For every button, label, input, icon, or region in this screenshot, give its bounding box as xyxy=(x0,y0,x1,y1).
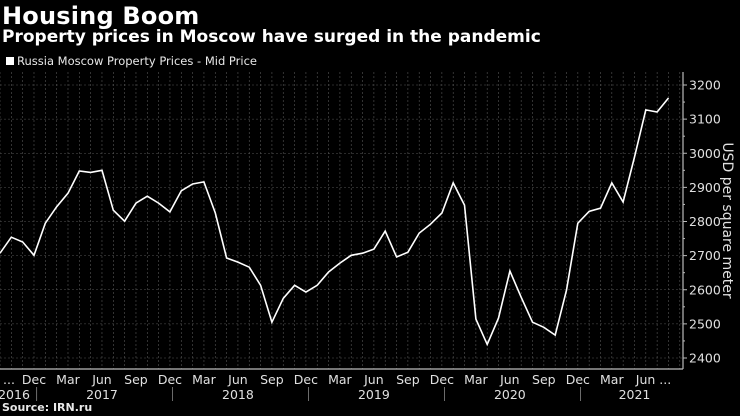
x-tick-label: Sep xyxy=(532,372,556,387)
x-tick-label: Mar xyxy=(56,372,80,387)
legend-label: Russia Moscow Property Prices - Mid Pric… xyxy=(17,54,257,68)
y-tick-label: 2600 xyxy=(689,282,721,297)
x-tick-label: Mar xyxy=(328,372,352,387)
x-year-label: 2018 xyxy=(222,387,254,402)
x-tick-label: Dec xyxy=(294,372,318,387)
x-tick-label: Jun ... xyxy=(635,372,671,387)
x-tick-label: Dec xyxy=(566,372,590,387)
y-tick-label: 2400 xyxy=(689,351,721,366)
y-tick-label: 2700 xyxy=(689,248,721,263)
legend: Russia Moscow Property Prices - Mid Pric… xyxy=(6,54,257,68)
y-tick-label: 3000 xyxy=(689,146,721,161)
y-tick-label: 3100 xyxy=(689,112,721,127)
y-tick-label: 2900 xyxy=(689,180,721,195)
x-tick-label: Sep xyxy=(260,372,284,387)
x-tick-label: Mar xyxy=(464,372,488,387)
x-year-label: 2017 xyxy=(86,387,118,402)
x-tick-label: Dec xyxy=(22,372,46,387)
x-year-label: 2019 xyxy=(358,387,390,402)
legend-swatch-icon xyxy=(6,57,14,65)
x-tick-label: Mar xyxy=(600,372,624,387)
x-tick-label: Dec xyxy=(158,372,182,387)
chart-subtitle: Property prices in Moscow have surged in… xyxy=(2,27,541,47)
x-year-label: 2020 xyxy=(494,387,526,402)
x-tick-label: Jun xyxy=(499,372,520,387)
x-tick-label: Mar xyxy=(192,372,216,387)
x-tick-label: Jun xyxy=(91,372,112,387)
x-tick-label: Sep xyxy=(396,372,420,387)
source-note: Source: IRN.ru xyxy=(2,401,93,414)
x-tick-label: Sep xyxy=(124,372,148,387)
x-tick-label: Dec xyxy=(430,372,454,387)
y-tick-label: 3200 xyxy=(689,78,721,93)
chart-title: Housing Boom xyxy=(2,2,200,30)
x-tick-label: ... xyxy=(3,372,15,387)
x-tick-label: Jun xyxy=(363,372,384,387)
y-tick-label: 2800 xyxy=(689,214,721,229)
x-tick-label: Jun xyxy=(227,372,248,387)
price-line xyxy=(0,97,670,347)
x-year-label: 2016 xyxy=(0,387,30,402)
x-year-label: 2021 xyxy=(619,387,651,402)
y-axis-title: USD per square meter xyxy=(719,142,735,299)
y-tick-label: 2500 xyxy=(689,316,721,331)
